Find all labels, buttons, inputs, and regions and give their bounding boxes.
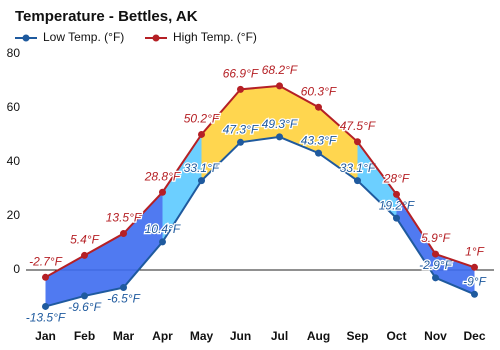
- point: [81, 251, 88, 259]
- value-label: 10.4°F: [145, 222, 181, 236]
- value-label: 19.2°F: [379, 198, 415, 212]
- point: [42, 302, 49, 310]
- legend-marker: [22, 34, 30, 42]
- x-tick-label: Feb: [74, 329, 95, 343]
- point: [471, 263, 478, 271]
- temp-band: [162, 134, 202, 242]
- point: [432, 274, 439, 282]
- point: [120, 230, 127, 238]
- value-label: 33.1°F: [340, 161, 376, 175]
- series-line: [45, 135, 475, 308]
- point: [237, 138, 244, 146]
- value-label: 1°F: [465, 244, 484, 258]
- temp-band: [84, 233, 124, 296]
- y-tick-label: 20: [7, 208, 21, 222]
- temp-band: [357, 141, 397, 219]
- x-tick-label: Jun: [230, 329, 251, 343]
- series-line: [45, 84, 475, 279]
- value-label: -6.5°F: [107, 292, 140, 306]
- x-tick-label: Sep: [346, 329, 368, 343]
- value-label: -2.7°F: [29, 254, 62, 268]
- x-tick-label: Jul: [271, 329, 288, 343]
- value-label: 13.5°F: [106, 211, 142, 225]
- temp-band: [201, 89, 241, 181]
- temp-band: [318, 107, 358, 181]
- point: [198, 177, 205, 185]
- x-tick-label: Apr: [152, 329, 173, 343]
- x-tick-label: Dec: [463, 329, 485, 343]
- value-label: -13.5°F: [26, 311, 66, 325]
- value-label: 49.3°F: [262, 117, 298, 131]
- value-label: 66.9°F: [223, 67, 259, 81]
- point: [276, 133, 283, 141]
- point: [393, 214, 400, 222]
- y-tick-label: 40: [7, 154, 21, 168]
- value-label: 47.5°F: [340, 119, 376, 133]
- x-tick-label: Aug: [307, 329, 330, 343]
- point: [432, 250, 439, 258]
- y-tick-label: 60: [7, 100, 21, 114]
- x-tick-label: Nov: [424, 329, 447, 343]
- point: [354, 177, 361, 185]
- point: [159, 188, 166, 196]
- x-tick-label: Mar: [113, 329, 135, 343]
- point: [393, 190, 400, 198]
- value-label: 28°F: [383, 172, 410, 186]
- value-label: 33.1°F: [184, 161, 220, 175]
- value-label: 5.9°F: [421, 231, 450, 245]
- temp-band: [396, 194, 436, 278]
- point: [198, 130, 205, 138]
- y-tick-label: 0: [13, 262, 20, 276]
- value-label: 60.3°F: [301, 84, 337, 98]
- temp-band: [240, 85, 280, 143]
- legend-label: Low Temp. (°F): [43, 30, 124, 44]
- value-label: 47.3°F: [223, 122, 259, 136]
- legend-marker: [152, 34, 160, 42]
- point: [471, 290, 478, 298]
- value-label: 5.4°F: [70, 233, 99, 247]
- value-label: -9°F: [463, 274, 486, 288]
- value-label: 50.2°F: [184, 112, 220, 126]
- value-label: 68.2°F: [262, 63, 298, 77]
- value-label: -2.9°F: [419, 258, 452, 272]
- point: [42, 273, 49, 281]
- temp-band: [123, 192, 163, 288]
- point: [276, 82, 283, 90]
- point: [81, 292, 88, 300]
- x-tick-label: May: [190, 329, 214, 343]
- x-tick-label: Jan: [35, 329, 56, 343]
- temp-band: [45, 255, 85, 307]
- x-tick-label: Oct: [386, 329, 406, 343]
- point: [159, 238, 166, 246]
- point: [120, 284, 127, 292]
- value-label: 28.8°F: [144, 169, 181, 183]
- legend-label: High Temp. (°F): [173, 30, 257, 44]
- point: [354, 138, 361, 146]
- point: [315, 103, 322, 111]
- value-label: -9.6°F: [68, 300, 101, 314]
- value-label: 43.3°F: [301, 133, 337, 147]
- chart-title: Temperature - Bettles, AK: [15, 8, 198, 25]
- point: [315, 149, 322, 157]
- point: [237, 85, 244, 93]
- y-tick-label: 80: [7, 46, 21, 60]
